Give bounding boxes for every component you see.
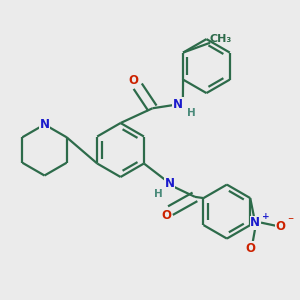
Text: +: + — [262, 212, 270, 221]
Text: H: H — [154, 189, 163, 199]
Text: H: H — [187, 108, 196, 118]
Text: N: N — [164, 177, 174, 190]
Text: O: O — [245, 242, 255, 255]
Text: O: O — [276, 220, 286, 233]
Text: O: O — [161, 209, 172, 222]
Text: ⁻: ⁻ — [287, 215, 294, 228]
Text: O: O — [129, 74, 139, 87]
Text: N: N — [40, 118, 50, 131]
Text: CH₃: CH₃ — [210, 34, 232, 44]
Text: N: N — [250, 216, 260, 229]
Text: N: N — [173, 98, 183, 111]
